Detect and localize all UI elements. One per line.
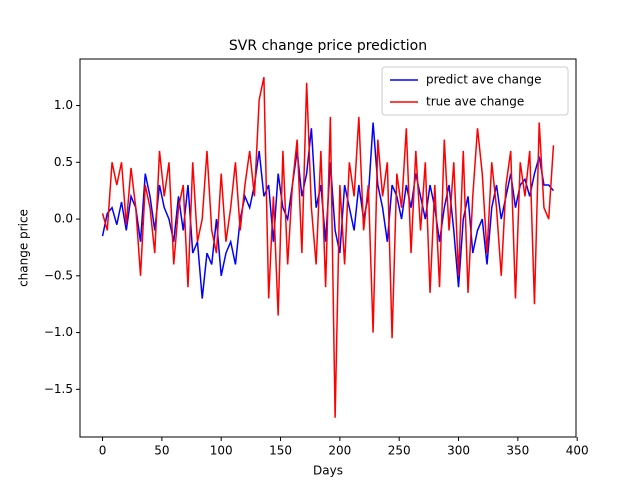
legend-box — [381, 66, 569, 116]
plot-frame — [79, 58, 577, 438]
x-tick-label: 200 — [328, 444, 351, 458]
x-tick-label: 150 — [269, 444, 292, 458]
y-tick-label: 0.5 — [54, 155, 73, 169]
x-tick-label: 0 — [99, 444, 107, 458]
x-tick-label: 250 — [388, 444, 411, 458]
y-tick-label: −0.5 — [44, 268, 73, 282]
x-tick-label: 50 — [154, 444, 169, 458]
y-tick-label: 1.0 — [54, 98, 73, 112]
y-tick-label: −1.5 — [44, 382, 73, 396]
x-axis-label: Days — [313, 464, 343, 478]
y-tick-label: 0.0 — [54, 212, 73, 226]
line-series — [101, 77, 555, 418]
x-tick-label: 300 — [447, 444, 470, 458]
x-tick-label: 350 — [506, 444, 529, 458]
y-axis-label: change price — [17, 209, 31, 287]
x-tick-label: 400 — [566, 444, 589, 458]
x-tick-label: 100 — [210, 444, 233, 458]
legend-label: predict ave change — [426, 73, 542, 87]
chart-title: SVR change price prediction — [229, 38, 427, 54]
legend-label: true ave change — [426, 95, 524, 109]
y-tick-label: −1.0 — [44, 325, 73, 339]
